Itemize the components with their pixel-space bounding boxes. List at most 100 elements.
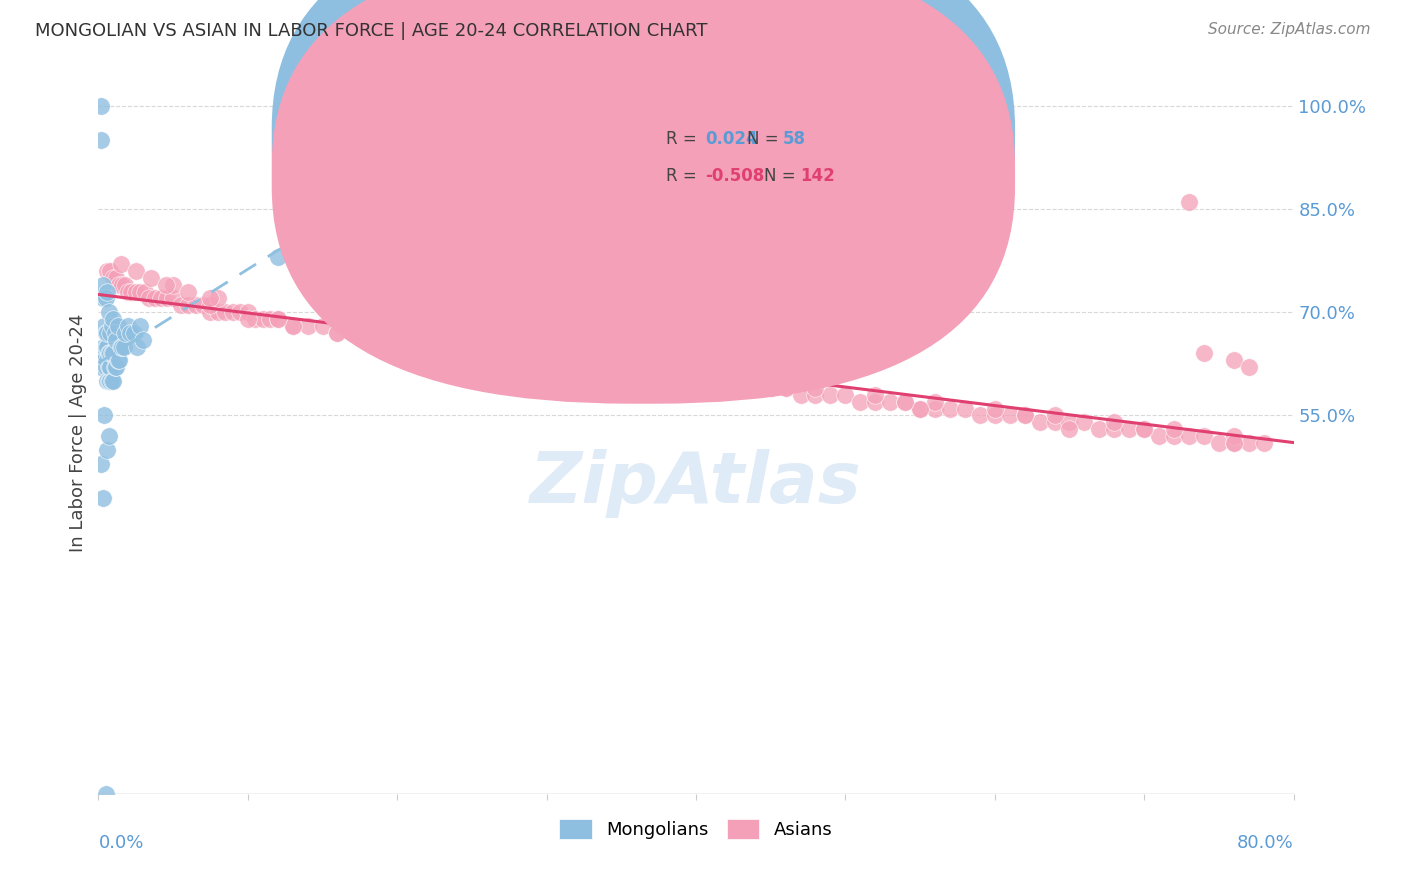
Mongolians bbox=[101, 346, 124, 360]
Asians bbox=[984, 401, 1007, 416]
Asians bbox=[236, 305, 259, 319]
Asians bbox=[1163, 422, 1185, 436]
Asians bbox=[1059, 415, 1081, 429]
Asians bbox=[177, 298, 200, 312]
Mongolians bbox=[97, 374, 120, 388]
Mongolians bbox=[108, 353, 131, 368]
Asians bbox=[1133, 422, 1156, 436]
Mongolians bbox=[117, 318, 139, 333]
Asians bbox=[371, 326, 394, 340]
Text: MONGOLIAN VS ASIAN IN LABOR FORCE | AGE 20-24 CORRELATION CHART: MONGOLIAN VS ASIAN IN LABOR FORCE | AGE … bbox=[35, 22, 707, 40]
Mongolians bbox=[90, 133, 112, 147]
Asians bbox=[655, 367, 678, 381]
Asians bbox=[1208, 436, 1230, 450]
Asians bbox=[998, 409, 1021, 423]
Text: ZipAtlas: ZipAtlas bbox=[530, 449, 862, 517]
Asians bbox=[820, 388, 842, 402]
Asians bbox=[156, 292, 179, 306]
Asians bbox=[98, 264, 122, 278]
Asians bbox=[610, 360, 633, 375]
Asians bbox=[1043, 415, 1066, 429]
Mongolians bbox=[103, 346, 125, 360]
Mongolians bbox=[103, 312, 125, 326]
Asians bbox=[207, 292, 229, 306]
FancyBboxPatch shape bbox=[271, 0, 1015, 404]
Asians bbox=[849, 394, 872, 409]
Asians bbox=[1147, 429, 1170, 443]
Mongolians bbox=[96, 285, 118, 299]
Mongolians bbox=[114, 326, 136, 340]
Text: N =: N = bbox=[763, 167, 796, 186]
Asians bbox=[1178, 429, 1201, 443]
Asians bbox=[297, 318, 319, 333]
Asians bbox=[120, 285, 142, 299]
Asians bbox=[184, 298, 207, 312]
Asians bbox=[1223, 436, 1246, 450]
Asians bbox=[385, 333, 409, 347]
Asians bbox=[267, 312, 290, 326]
Asians bbox=[200, 305, 222, 319]
Asians bbox=[759, 381, 782, 395]
Asians bbox=[430, 340, 453, 354]
Mongolians bbox=[105, 333, 128, 347]
Asians bbox=[775, 381, 797, 395]
Asians bbox=[245, 312, 267, 326]
Asians bbox=[177, 285, 200, 299]
Asians bbox=[565, 353, 588, 368]
Asians bbox=[953, 401, 976, 416]
Mongolians bbox=[91, 491, 114, 505]
Text: Source: ZipAtlas.com: Source: ZipAtlas.com bbox=[1208, 22, 1371, 37]
Mongolians bbox=[124, 326, 146, 340]
Asians bbox=[1237, 360, 1260, 375]
Mongolians bbox=[94, 360, 117, 375]
Asians bbox=[1163, 429, 1185, 443]
Mongolians bbox=[127, 340, 149, 354]
Asians bbox=[685, 367, 707, 381]
Asians bbox=[108, 277, 131, 292]
Mongolians bbox=[98, 346, 122, 360]
Asians bbox=[759, 381, 782, 395]
FancyBboxPatch shape bbox=[271, 0, 1015, 366]
Asians bbox=[714, 374, 737, 388]
Asians bbox=[200, 298, 222, 312]
Text: 142: 142 bbox=[800, 167, 835, 186]
FancyBboxPatch shape bbox=[613, 108, 834, 209]
Asians bbox=[894, 394, 917, 409]
Mongolians bbox=[105, 360, 128, 375]
Mongolians bbox=[96, 340, 118, 354]
Asians bbox=[446, 340, 468, 354]
Asians bbox=[138, 292, 160, 306]
Mongolians bbox=[98, 374, 122, 388]
Asians bbox=[222, 305, 245, 319]
Asians bbox=[491, 346, 513, 360]
Asians bbox=[894, 394, 917, 409]
Asians bbox=[134, 285, 156, 299]
Asians bbox=[207, 305, 229, 319]
Mongolians bbox=[91, 277, 114, 292]
Asians bbox=[105, 270, 128, 285]
Asians bbox=[281, 318, 304, 333]
Mongolians bbox=[93, 353, 115, 368]
Mongolians bbox=[90, 457, 112, 471]
Asians bbox=[110, 257, 132, 271]
Asians bbox=[103, 270, 125, 285]
Asians bbox=[581, 360, 603, 375]
Asians bbox=[908, 401, 931, 416]
Text: R =: R = bbox=[666, 129, 697, 147]
Asians bbox=[595, 360, 617, 375]
Asians bbox=[969, 409, 991, 423]
Mongolians bbox=[90, 360, 112, 375]
Mongolians bbox=[94, 326, 117, 340]
Asians bbox=[1253, 436, 1275, 450]
Mongolians bbox=[104, 326, 127, 340]
Asians bbox=[1088, 422, 1111, 436]
Mongolians bbox=[97, 360, 120, 375]
Mongolians bbox=[97, 429, 120, 443]
Asians bbox=[259, 312, 281, 326]
Asians bbox=[1133, 422, 1156, 436]
Asians bbox=[169, 298, 191, 312]
Asians bbox=[1104, 415, 1126, 429]
Asians bbox=[1118, 422, 1140, 436]
Asians bbox=[475, 346, 498, 360]
Asians bbox=[730, 374, 752, 388]
